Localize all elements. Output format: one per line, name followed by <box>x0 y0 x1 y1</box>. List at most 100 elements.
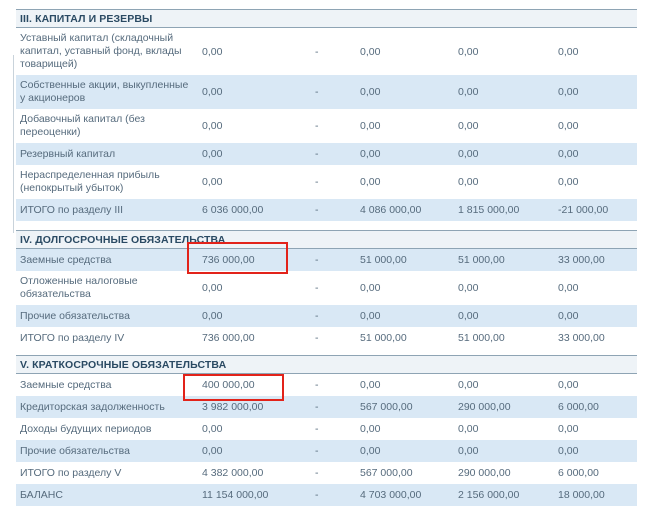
table-row: Прочие обязательства 0,00 - 0,00 0,00 0,00 <box>16 440 637 462</box>
value-cell: 0,00 <box>202 148 223 160</box>
dash-cell: - <box>315 148 319 160</box>
value-cell: 0,00 <box>360 45 381 58</box>
dash-cell: - <box>315 282 319 294</box>
dash-cell: - <box>315 120 319 132</box>
value-cell: 0,00 <box>360 445 381 457</box>
value-cell: 3 982 000,00 <box>202 401 264 413</box>
table-row: Добавочный капитал (без переоценки) 0,00 -… <box>16 109 637 143</box>
dash-cell: - <box>315 489 319 501</box>
row-label: Резервный капитал <box>20 147 116 160</box>
value-cell: 0,00 <box>458 379 479 391</box>
value-cell: 0,00 <box>360 148 381 160</box>
value-cell: 0,00 <box>558 423 579 435</box>
dash-cell: - <box>315 310 319 322</box>
table-row: Заемные средства 736 000,00 - 51 000,00 51 0… <box>16 242 637 274</box>
value-cell: 0,00 <box>202 45 223 58</box>
value-cell: 0,00 <box>558 445 579 457</box>
row-label: Заемные средства <box>20 378 112 391</box>
row-label: ИТОГО по разделу III <box>20 203 124 216</box>
row-label: Нераспределенная прибыль (непокрытый убы… <box>20 169 160 194</box>
value-cell: 33 000,00 <box>558 332 605 344</box>
table-row: Отложенные налоговые обязательства 0,00 - 0… <box>16 271 637 305</box>
value-cell: 290 000,00 <box>458 401 511 413</box>
row-label: Заемные средства <box>20 253 112 266</box>
value-cell: 0,00 <box>458 282 479 294</box>
balance-table: III. КАПИТАЛ И РЕЗЕРВЫ Уставный капитал (… <box>16 9 637 506</box>
value-cell: 290 000,00 <box>458 467 511 479</box>
table-section: III. КАПИТАЛ И РЕЗЕРВЫ Уставный капитал (… <box>16 9 637 221</box>
value-cell: 0,00 <box>458 445 479 457</box>
table-row: ИТОГО по разделу III 6 036 000,00 - 4 086 0… <box>16 199 637 221</box>
value-cell: 0,00 <box>558 148 579 160</box>
dash-cell: - <box>315 45 319 58</box>
value-cell: -21 000,00 <box>558 204 609 216</box>
value-cell: 400 000,00 <box>202 379 255 391</box>
value-cell: 6 000,00 <box>558 401 599 413</box>
table-row: Уставный капитал (складочный капитал, ус… <box>16 28 637 75</box>
value-cell: 0,00 <box>360 310 381 322</box>
value-cell: 0,00 <box>202 423 223 435</box>
value-cell: 0,00 <box>558 310 579 322</box>
value-cell: 0,00 <box>360 120 381 132</box>
table-row: Прочие обязательства 0,00 - 0,00 0,00 0,00 <box>16 305 637 327</box>
value-cell: 0,00 <box>458 148 479 160</box>
row-label: Прочие обязательства <box>20 444 130 457</box>
value-cell: 0,00 <box>458 86 479 98</box>
balance-report-page: III. КАПИТАЛ И РЕЗЕРВЫ Уставный капитал (… <box>13 9 637 506</box>
row-label: ИТОГО по разделу IV <box>20 331 125 344</box>
value-cell: 736 000,00 <box>202 254 255 266</box>
value-cell: 0,00 <box>202 282 223 294</box>
value-cell: 736 000,00 <box>202 332 255 344</box>
table-row: Резервный капитал 0,00 - 0,00 0,00 0,00 <box>16 143 637 165</box>
value-cell: 0,00 <box>202 445 223 457</box>
value-cell: 0,00 <box>360 282 381 294</box>
value-cell: 6 036 000,00 <box>202 204 264 216</box>
row-label: БАЛАНС <box>20 488 63 501</box>
row-label: Отложенные налоговые обязательства <box>20 275 138 300</box>
dash-cell: - <box>315 176 319 188</box>
row-label: Добавочный капитал (без переоценки) <box>20 113 145 138</box>
left-panel-edge <box>13 55 14 233</box>
table-row: Собственные акции, выкупленные у акционе… <box>16 75 637 109</box>
row-label: Собственные акции, выкупленные у акционе… <box>20 79 189 104</box>
value-cell: 0,00 <box>558 176 579 188</box>
value-cell: 51 000,00 <box>360 254 407 266</box>
row-label: Доходы будущих периодов <box>20 422 152 435</box>
value-cell: 4 703 000,00 <box>360 489 422 501</box>
row-label: ИТОГО по разделу V <box>20 466 122 479</box>
value-cell: 567 000,00 <box>360 467 413 479</box>
dash-cell: - <box>315 423 319 435</box>
section-header: IV. ДОЛГОСРОЧНЫЕ ОБЯЗАТЕЛЬСТВА <box>16 230 637 249</box>
table-row: Заемные средства 400 000,00 - 0,00 0,00 0,00 <box>16 374 637 401</box>
value-cell: 0,00 <box>360 379 381 391</box>
value-cell: 0,00 <box>458 423 479 435</box>
table-section: V. КРАТКОСРОЧНЫЕ ОБЯЗАТЕЛЬСТВА Заемные ср… <box>16 355 637 506</box>
table-row: Нераспределенная прибыль (непокрытый убы… <box>16 165 637 199</box>
section-header: III. КАПИТАЛ И РЕЗЕРВЫ <box>16 9 637 28</box>
value-cell: 0,00 <box>360 176 381 188</box>
table-row: БАЛАНС 11 154 000,00 - 4 703 000,00 2 156 00… <box>16 484 637 506</box>
row-label: Прочие обязательства <box>20 309 130 322</box>
dash-cell: - <box>315 254 319 266</box>
value-cell: 4 382 000,00 <box>202 467 264 479</box>
value-cell: 51 000,00 <box>360 332 407 344</box>
value-cell: 0,00 <box>202 176 223 188</box>
value-cell: 0,00 <box>558 120 579 132</box>
value-cell: 4 086 000,00 <box>360 204 422 216</box>
value-cell: 567 000,00 <box>360 401 413 413</box>
dash-cell: - <box>315 86 319 98</box>
value-cell: 0,00 <box>360 86 381 98</box>
section-header: V. КРАТКОСРОЧНЫЕ ОБЯЗАТЕЛЬСТВА <box>16 355 637 374</box>
dash-cell: - <box>315 401 319 413</box>
value-cell: 11 154 000,00 <box>202 489 269 501</box>
table-row: Кредиторская задолженность 3 982 000,00 - 5… <box>16 396 637 418</box>
value-cell: 18 000,00 <box>558 489 605 501</box>
row-label: Кредиторская задолженность <box>20 400 165 413</box>
table-section: IV. ДОЛГОСРОЧНЫЕ ОБЯЗАТЕЛЬСТВА Заемные ср… <box>16 230 637 349</box>
value-cell: 2 156 000,00 <box>458 489 520 501</box>
dash-cell: - <box>315 332 319 344</box>
dash-cell: - <box>315 204 319 216</box>
value-cell: 0,00 <box>202 310 223 322</box>
value-cell: 0,00 <box>202 120 223 132</box>
value-cell: 0,00 <box>458 120 479 132</box>
